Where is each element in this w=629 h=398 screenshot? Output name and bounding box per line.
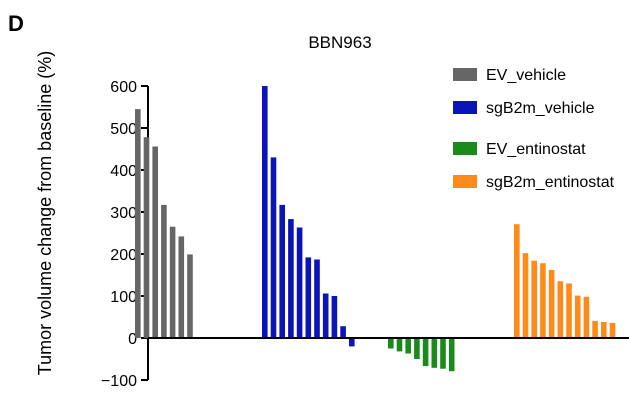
bar-sgb2m-entinostat bbox=[609, 322, 616, 338]
bar-ev-entinostat bbox=[431, 338, 438, 368]
bar-sgb2m-vehicle bbox=[331, 296, 338, 338]
bar-sgb2m-entinostat bbox=[566, 283, 572, 338]
legend-label: sgB2m_entinostat bbox=[486, 174, 615, 191]
bar-sgb2m-entinostat bbox=[514, 224, 520, 338]
bar-sgb2m-vehicle bbox=[305, 257, 312, 338]
chart-title: BBN963 bbox=[308, 33, 371, 52]
bar-ev-vehicle bbox=[152, 146, 158, 338]
y-tick-label: −100 bbox=[101, 373, 137, 390]
bar-ev-vehicle bbox=[135, 109, 141, 338]
y-tick-label: 500 bbox=[110, 121, 137, 138]
bar-sgb2m-entinostat bbox=[531, 260, 537, 338]
bar-sgb2m-vehicle bbox=[262, 86, 268, 338]
bar-ev-entinostat bbox=[440, 338, 446, 369]
y-tick-label: 300 bbox=[110, 205, 137, 222]
y-tick-label: 600 bbox=[110, 79, 137, 96]
bars bbox=[135, 86, 616, 372]
bar-sgb2m-entinostat bbox=[557, 281, 564, 338]
legend-swatch bbox=[453, 142, 477, 155]
bar-sgb2m-vehicle bbox=[340, 326, 346, 338]
bar-sgb2m-entinostat bbox=[601, 322, 607, 338]
panel-label: D bbox=[8, 11, 24, 36]
legend-label: EV_vehicle bbox=[486, 67, 566, 84]
bar-sgb2m-entinostat bbox=[583, 296, 590, 338]
y-tick-label: 100 bbox=[110, 289, 137, 306]
legend-label: EV_entinostat bbox=[486, 141, 586, 158]
bar-ev-entinostat bbox=[414, 338, 420, 359]
y-axis-label: Tumor volume change from baseline (%) bbox=[35, 51, 55, 375]
bar-sgb2m-entinostat bbox=[548, 270, 555, 338]
y-tick-label: 200 bbox=[110, 247, 137, 264]
bar-sgb2m-vehicle bbox=[288, 219, 294, 338]
legend-swatch bbox=[453, 175, 477, 188]
bar-ev-entinostat bbox=[448, 338, 455, 372]
bar-ev-entinostat bbox=[396, 338, 403, 352]
legend-swatch bbox=[453, 68, 477, 81]
legend-label: sgB2m_vehicle bbox=[486, 100, 595, 117]
bar-sgb2m-vehicle bbox=[314, 259, 320, 338]
bar-ev-vehicle bbox=[187, 254, 193, 338]
bar-ev-entinostat bbox=[388, 338, 394, 349]
legend-swatch bbox=[453, 101, 477, 114]
y-tick-label: 0 bbox=[128, 331, 137, 348]
bar-ev-vehicle bbox=[161, 204, 167, 338]
y-tick-label: 400 bbox=[110, 163, 137, 180]
legend: EV_vehicle sgB2m_vehicle EV_entinostat sgB2… bbox=[453, 67, 615, 191]
bar-sgb2m-entinostat bbox=[592, 320, 598, 338]
y-axis: 600 500 400 300 200 100 0 −100 bbox=[101, 79, 149, 390]
bar-sgb2m-entinostat bbox=[522, 253, 529, 338]
bar-sgb2m-vehicle bbox=[279, 204, 285, 338]
bar-ev-vehicle bbox=[169, 226, 176, 338]
bar-sgb2m-entinostat bbox=[540, 263, 546, 338]
bar-sgb2m-entinostat bbox=[574, 295, 581, 338]
bar-sgb2m-vehicle bbox=[322, 293, 329, 338]
bar-ev-entinostat bbox=[422, 338, 429, 367]
bar-ev-vehicle bbox=[143, 137, 150, 338]
bar-sgb2m-vehicle bbox=[270, 157, 277, 338]
bar-sgb2m-vehicle bbox=[296, 227, 303, 338]
bar-ev-entinostat bbox=[405, 338, 411, 354]
bar-sgb2m-vehicle bbox=[349, 338, 355, 347]
bar-ev-vehicle bbox=[178, 236, 185, 338]
